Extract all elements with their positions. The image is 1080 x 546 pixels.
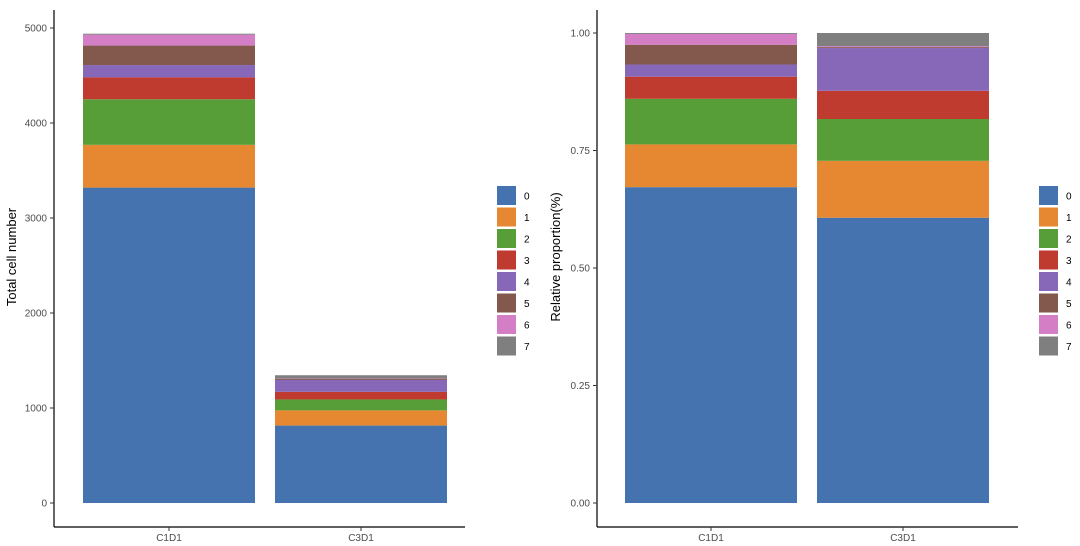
- bar-segment-c1d1-cluster-3: [625, 76, 797, 99]
- bar-segment-c1d1-cluster-5: [83, 45, 255, 66]
- bar-segment-c1d1-cluster-1: [83, 144, 255, 188]
- bar-segment-c1d1-cluster-6: [83, 34, 255, 46]
- bar-segment-c3d1-cluster-4: [817, 48, 989, 91]
- bar-segment-c3d1-cluster-7: [275, 375, 447, 379]
- legend-swatch-0: [1039, 186, 1058, 205]
- chart-panel-2: 0.00 0.25 0.50 0.75 1.00 C1D1 C3D1 Relative pro…: [548, 10, 1072, 544]
- bar-segment-c3d1-cluster-7: [817, 33, 989, 47]
- bar-segment-c1d1-cluster-2: [625, 98, 797, 145]
- legend-swatch-1: [1039, 207, 1058, 227]
- legend: 0 1 2 3 4 5 6 7: [497, 186, 530, 356]
- bar-segment-c3d1-cluster-5: [817, 47, 989, 49]
- bar-segment-c1d1-cluster-3: [83, 77, 255, 100]
- y-axis-title: Relative proportion(%): [548, 192, 563, 321]
- legend-label-7: 7: [1066, 342, 1072, 353]
- legend-label-4: 4: [524, 278, 530, 289]
- x-tick-label: C1D1: [156, 533, 182, 544]
- bar-segment-c3d1-cluster-0: [817, 217, 989, 503]
- legend-label-3: 3: [524, 256, 530, 267]
- legend-swatch-5: [497, 293, 516, 313]
- x-tick-label: C3D1: [348, 533, 374, 544]
- bar-segment-c3d1-cluster-1: [275, 410, 447, 426]
- bar-segment-c1d1-cluster-2: [83, 99, 255, 145]
- legend-label-1: 1: [1066, 213, 1072, 224]
- legend-label-4: 4: [1066, 278, 1072, 289]
- y-tick-label: 2000: [25, 309, 48, 320]
- legend-swatch-0: [497, 186, 516, 205]
- y-tick-label: 3000: [25, 214, 48, 225]
- bar-segment-c1d1-cluster-0: [83, 187, 255, 503]
- bar-segment-c3d1-cluster-5: [275, 379, 447, 380]
- bar-segment-c3d1-cluster-4: [275, 379, 447, 392]
- legend-swatch-3: [1039, 250, 1058, 270]
- legend-swatch-7: [1039, 336, 1058, 356]
- legend-label-7: 7: [524, 342, 530, 353]
- y-tick-label: 5000: [25, 24, 48, 35]
- bar-segment-c3d1-cluster-6: [817, 46, 989, 48]
- bar-segment-c1d1-cluster-4: [625, 64, 797, 77]
- legend-label-6: 6: [1066, 321, 1072, 332]
- legend-swatch-6: [1039, 315, 1058, 334]
- legend-label-3: 3: [1066, 256, 1072, 267]
- legend-label-2: 2: [524, 235, 530, 246]
- bar-segment-c1d1-cluster-7: [83, 33, 255, 35]
- bar-segment-c1d1-cluster-5: [625, 44, 797, 65]
- bar-segment-c1d1-cluster-1: [625, 144, 797, 188]
- legend-swatch-2: [1039, 229, 1058, 248]
- legend-swatch-4: [1039, 272, 1058, 291]
- bar-segment-c1d1-cluster-4: [83, 65, 255, 78]
- bar-segment-c3d1-cluster-2: [817, 119, 989, 161]
- bar-segment-c3d1-cluster-3: [817, 90, 989, 120]
- bar-segment-c1d1-cluster-6: [625, 33, 797, 45]
- y-tick-label: 0.00: [571, 499, 591, 510]
- x-tick-label: C1D1: [698, 533, 724, 544]
- y-tick-label: 0.75: [571, 146, 591, 157]
- bar-segment-c3d1-cluster-1: [817, 160, 989, 218]
- y-tick-label: 0: [41, 499, 47, 510]
- legend-swatch-1: [497, 207, 516, 227]
- y-tick-label: 1.00: [571, 29, 591, 40]
- legend-swatch-7: [497, 336, 516, 356]
- legend-label-5: 5: [1066, 299, 1072, 310]
- legend-label-0: 0: [1066, 192, 1072, 203]
- y-axis-title: Total cell number: [4, 207, 19, 306]
- legend-swatch-3: [497, 250, 516, 270]
- y-tick-label: 1000: [25, 404, 48, 415]
- x-tick-label: C3D1: [890, 533, 916, 544]
- y-tick-label: 0.25: [571, 381, 591, 392]
- bar-segment-c1d1-cluster-0: [625, 187, 797, 503]
- legend-swatch-5: [1039, 293, 1058, 313]
- legend-label-5: 5: [524, 299, 530, 310]
- legend-label-6: 6: [524, 321, 530, 332]
- bar-segment-c3d1-cluster-2: [275, 399, 447, 411]
- y-tick-label: 0.50: [571, 264, 591, 275]
- legend-label-1: 1: [524, 213, 530, 224]
- bar-segment-c3d1-cluster-0: [275, 425, 447, 503]
- bar-segment-c1d1-cluster-7: [625, 33, 797, 34]
- legend-swatch-6: [497, 315, 516, 334]
- legend-swatch-2: [497, 229, 516, 248]
- legend-label-0: 0: [524, 192, 530, 203]
- y-tick-label: 4000: [25, 119, 48, 130]
- legend-label-2: 2: [1066, 235, 1072, 246]
- legend: 0 1 2 3 4 5 6 7: [1039, 186, 1072, 356]
- bar-segment-c3d1-cluster-3: [275, 391, 447, 400]
- chart-panel-1: 0 1000 2000 3000 4000 5000 C1D1 C3D1 Total cell …: [4, 10, 530, 544]
- legend-swatch-4: [497, 272, 516, 291]
